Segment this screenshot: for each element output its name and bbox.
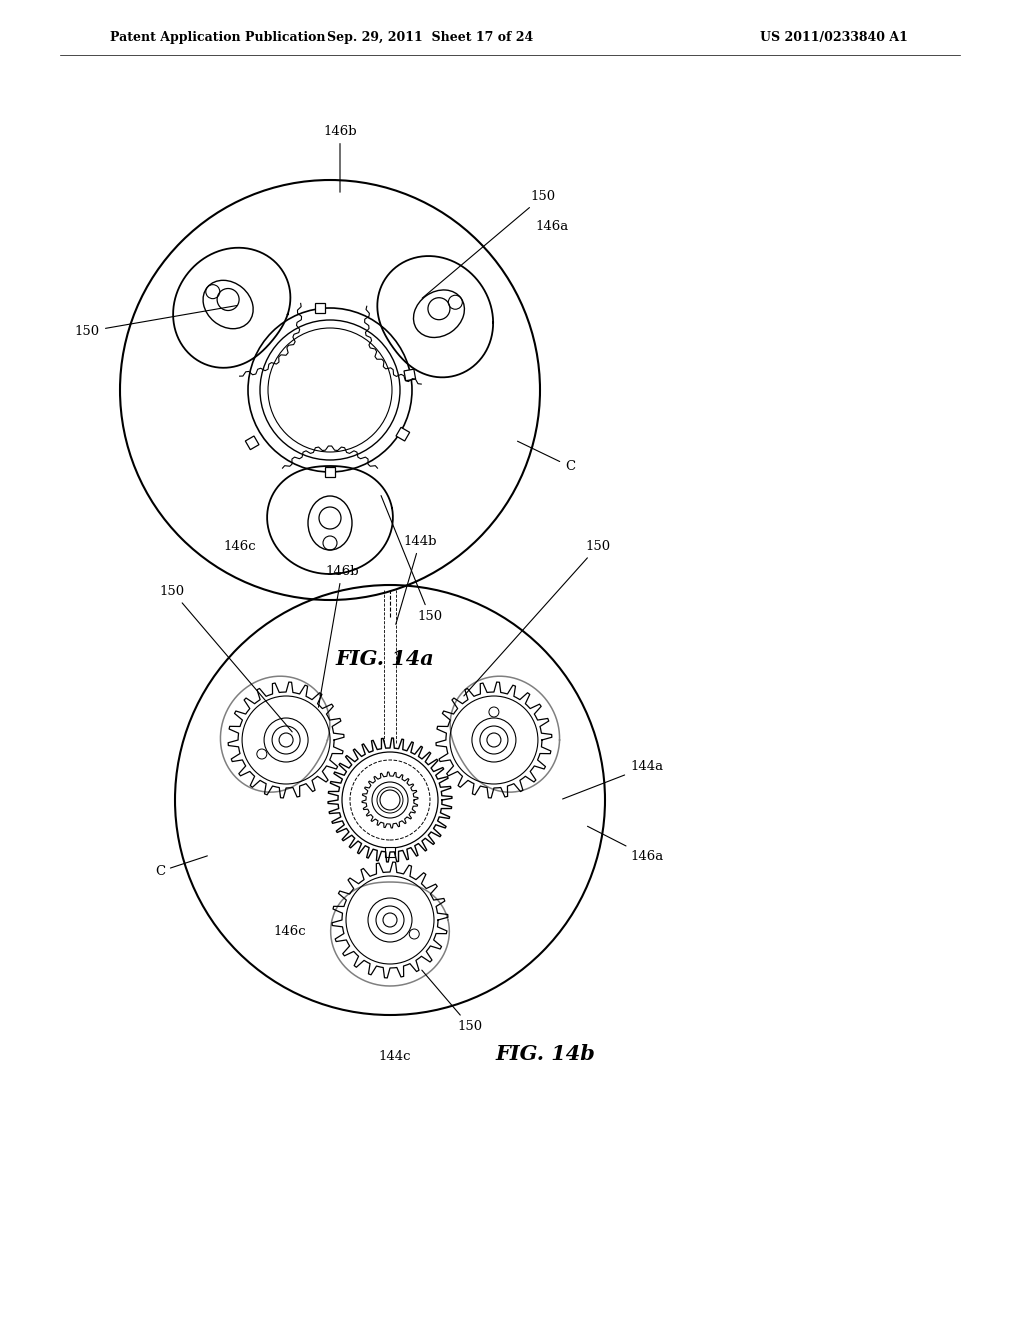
Text: 144a: 144a: [562, 760, 664, 799]
Bar: [396, 428, 410, 441]
Bar: [385, 847, 395, 857]
Text: Sep. 29, 2011  Sheet 17 of 24: Sep. 29, 2011 Sheet 17 of 24: [327, 30, 534, 44]
Text: 146a: 146a: [588, 826, 664, 863]
Text: 144c: 144c: [379, 1049, 412, 1063]
Bar: [315, 304, 325, 313]
Text: 146c: 146c: [223, 540, 256, 553]
Text: 150: 150: [422, 970, 482, 1034]
Text: 146b: 146b: [324, 125, 356, 193]
Text: 146a: 146a: [535, 220, 568, 234]
Text: 146c: 146c: [273, 925, 306, 939]
Text: FIG. 14a: FIG. 14a: [336, 649, 434, 669]
Bar: [404, 370, 416, 380]
Text: Patent Application Publication: Patent Application Publication: [110, 30, 326, 44]
Text: 150: 150: [464, 540, 610, 696]
Text: 150: 150: [160, 585, 292, 731]
Text: 144b: 144b: [396, 535, 437, 624]
Text: US 2011/0233840 A1: US 2011/0233840 A1: [760, 30, 908, 44]
Text: 146b: 146b: [318, 565, 358, 708]
Text: 150: 150: [75, 305, 238, 338]
Text: C: C: [517, 441, 575, 473]
Bar: [246, 436, 259, 450]
Text: FIG. 14b: FIG. 14b: [495, 1044, 595, 1064]
Text: 150: 150: [422, 190, 555, 298]
Text: 150: 150: [381, 495, 442, 623]
Text: C: C: [155, 855, 208, 878]
Bar: [325, 467, 335, 477]
